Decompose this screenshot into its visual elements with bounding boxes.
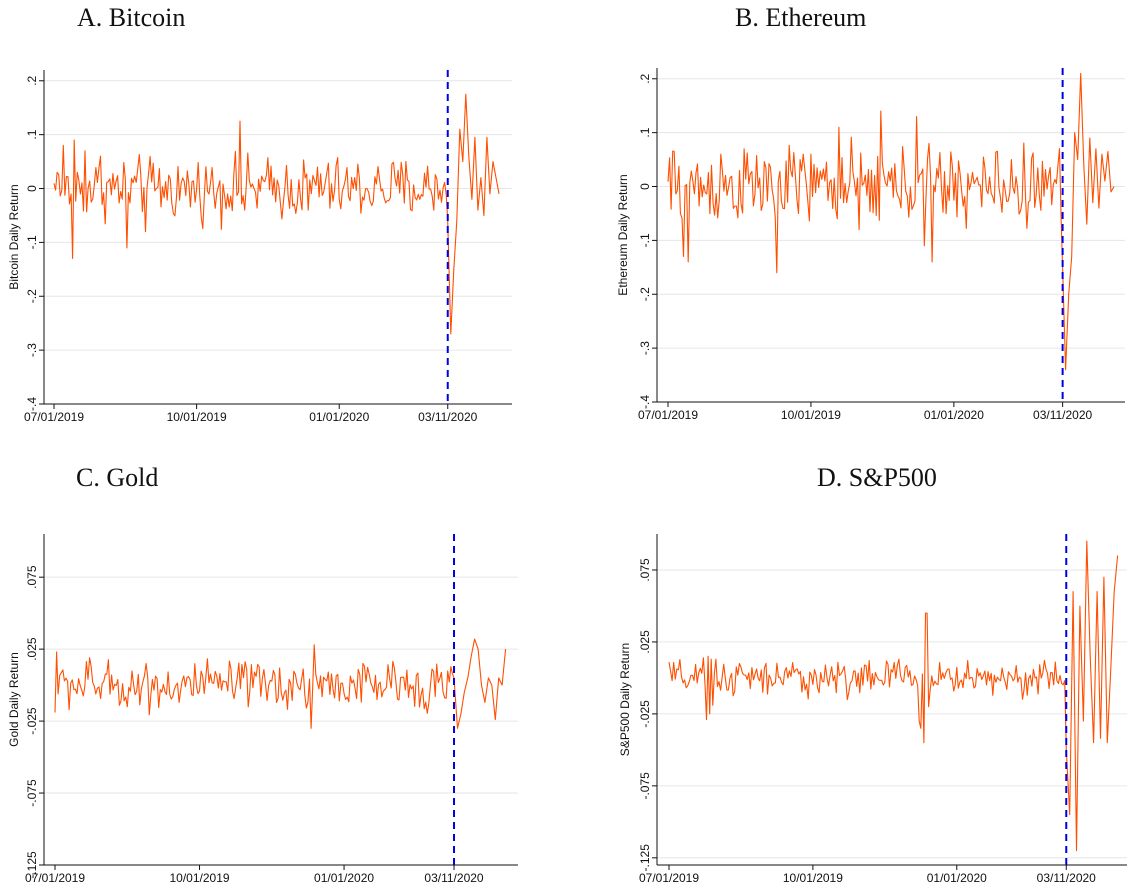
x-tick-label: 07/01/2019 [639,871,699,885]
x-tick-label: 10/01/2019 [169,871,229,885]
panel-ethereum: B. Ethereum .2 .1 0 -.1 -.2 -.3 -.4 07/01/2019 10… [565,0,1125,440]
x-tick-label: 01/01/2020 [309,410,369,424]
x-tick-label: 01/01/2020 [314,871,374,885]
y-tick-label: -.4 [638,395,652,409]
x-tick-label: 10/01/2019 [783,871,843,885]
y-tick-label: -.2 [638,287,652,301]
y-tick-label: .025 [25,637,39,661]
x-tick-label: 10/01/2019 [167,410,227,424]
panel-gold: C. Gold .075 .025 -.025 -.075 -.125 07/01/2019… [0,452,560,892]
y-tick-label: -.3 [638,341,652,355]
y-tick-label: -.075 [638,772,652,800]
y-tick-label: 0 [25,185,39,192]
y-tick-label: .025 [638,630,652,654]
chart-title: D. S&P500 [817,463,937,492]
x-tick-label: 03/11/2020 [1033,408,1092,422]
y-axis-label: Ethereum Daily Return [616,174,630,295]
y-tick-label: -.025 [638,700,652,728]
x-tick-label: 07/01/2019 [24,410,84,424]
chart-title: A. Bitcoin [77,3,185,32]
y-tick-label: .1 [638,127,652,137]
y-tick-label: -.1 [638,233,652,247]
chart-sp500: D. S&P500 .075 .025 -.025 -.075 -.12507/01/20… [618,463,1127,885]
x-tick-label: 07/01/2019 [638,408,698,422]
return-series-line [54,638,507,729]
y-tick-label: -.1 [25,235,39,249]
y-tick-label: -.025 [25,707,39,735]
y-tick-label: -.2 [25,289,39,303]
y-tick-label: -.125 [25,851,39,879]
x-tick-label: 01/01/2020 [927,871,987,885]
y-tick-label: .2 [25,75,39,85]
x-tick-label: 01/01/2020 [924,408,984,422]
y-axis-label: Bitcoin Daily Return [7,184,21,289]
y-tick-label: -.4 [25,397,39,411]
y-tick-label: 0 [638,183,652,190]
chart-ethereum: B. Ethereum .2 .1 0 -.1 -.2 -.3 -.407/01/2019 10… [616,3,1125,422]
y-axis-label: Gold Daily Return [7,652,21,747]
x-tick-label: 03/11/2020 [424,871,483,885]
y-tick-label: -.3 [25,343,39,357]
chart-bitcoin: A. Bitcoin .2 .1 0 -.1 -.2 -.3 -.407/01/2019 10/… [7,3,512,424]
x-tick-label: 03/11/2020 [1037,871,1096,885]
chart-title: B. Ethereum [735,3,866,32]
y-tick-label: .075 [638,558,652,582]
y-tick-label: .075 [25,565,39,589]
return-series-line [668,540,1119,852]
panel-bitcoin: A. Bitcoin .2 .1 0 -.1 -.2 -.3 -.4 07/01/2019 10/… [0,0,560,440]
y-tick-label: .1 [25,129,39,139]
panel-sp500: D. S&P500 .075 .025 -.025 -.075 -.125 07/01/20… [565,452,1127,892]
chart-title: C. Gold [76,463,158,492]
y-axis-label: S&P500 Daily Return [618,643,632,756]
return-series-line [667,72,1115,371]
chart-gold: C. Gold .075 .025 -.025 -.075 -.12507/01/2019… [7,463,518,885]
return-series-line [53,93,500,335]
y-tick-label: -.125 [638,844,652,872]
x-tick-label: 03/11/2020 [418,410,477,424]
y-tick-label: .2 [638,73,652,83]
x-tick-label: 10/01/2019 [781,408,841,422]
x-tick-label: 07/01/2019 [25,871,85,885]
y-tick-label: -.075 [25,779,39,807]
